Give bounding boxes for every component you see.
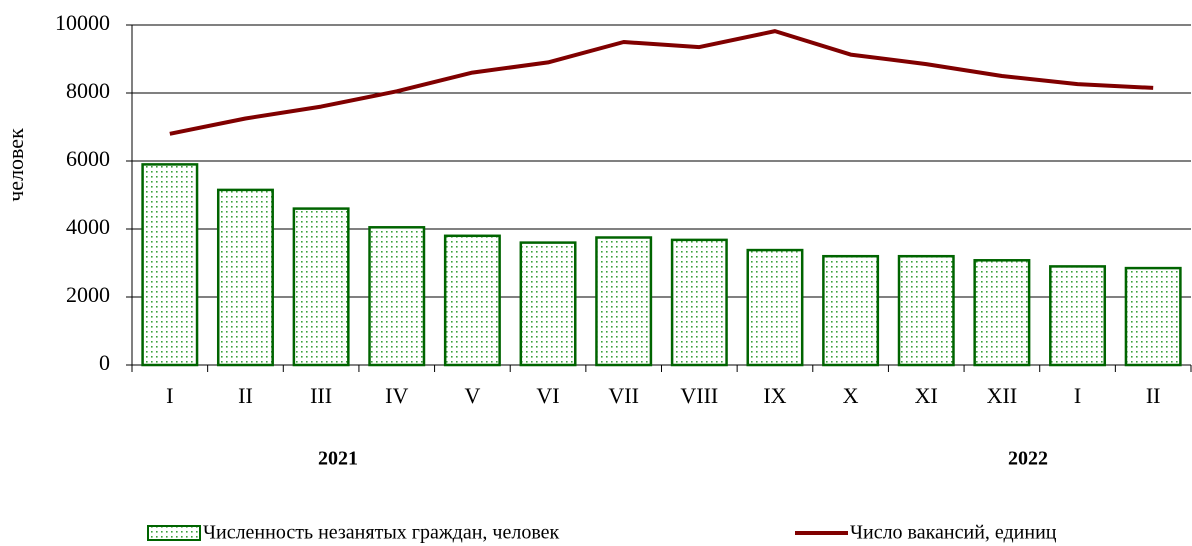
line — [169, 29, 1154, 136]
legend-label: Число вакансий, единиц — [850, 522, 1057, 544]
y-tick-label: 6000 — [66, 146, 110, 171]
y-tick-label: 10000 — [55, 10, 110, 35]
bar — [443, 234, 501, 367]
bar — [973, 259, 1031, 367]
y-tick-label: 4000 — [66, 214, 110, 239]
x-tick-label: VII — [608, 383, 639, 408]
bar — [519, 241, 577, 367]
y-axis-label: человек — [3, 128, 28, 202]
x-tick-label: I — [1074, 383, 1081, 408]
bar — [292, 207, 350, 367]
bar — [670, 238, 728, 367]
x-tick-label: XII — [987, 383, 1018, 408]
x-tick-label: IX — [763, 383, 786, 408]
bar — [595, 236, 653, 367]
bar — [746, 248, 804, 367]
x-tick-label: II — [238, 383, 253, 408]
bar — [1049, 265, 1107, 367]
year-label: 2022 — [1008, 448, 1048, 470]
y-tick-label: 8000 — [66, 78, 110, 103]
legend-swatch — [147, 525, 201, 541]
x-tick-label: XI — [915, 383, 938, 408]
bar — [1124, 266, 1182, 367]
bar — [141, 163, 199, 367]
y-tick-label: 0 — [99, 350, 110, 375]
bar — [216, 188, 274, 367]
x-tick-label: I — [166, 383, 173, 408]
y-tick-label: 2000 — [66, 282, 110, 307]
x-tick-label: II — [1146, 383, 1161, 408]
x-tick-label: V — [464, 383, 480, 408]
x-tick-label: III — [310, 383, 332, 408]
x-tick-label: IV — [385, 383, 408, 408]
legend-label: Численность незанятых граждан, человек — [203, 522, 560, 544]
x-tick-label: X — [843, 383, 859, 408]
bar — [897, 254, 955, 367]
year-label: 2021 — [318, 448, 358, 470]
bar — [368, 226, 426, 367]
x-tick-label: VI — [536, 383, 559, 408]
bar — [822, 254, 880, 367]
x-tick-label: VIII — [680, 383, 718, 408]
